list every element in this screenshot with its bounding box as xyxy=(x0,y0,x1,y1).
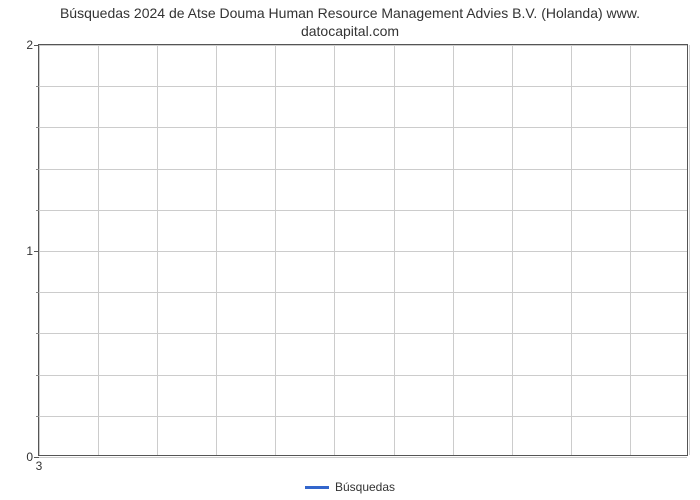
legend-label: Búsquedas xyxy=(335,480,395,494)
gridline-v xyxy=(394,45,395,455)
x-tick-label: 3 xyxy=(36,459,43,473)
legend-swatch xyxy=(305,486,329,489)
gridline-h xyxy=(39,169,687,170)
gridline-v xyxy=(275,45,276,455)
legend: Búsquedas xyxy=(0,479,700,494)
gridline-h xyxy=(39,45,687,46)
title-line-1: Búsquedas 2024 de Atse Douma Human Resou… xyxy=(60,5,640,21)
gridline-v xyxy=(98,45,99,455)
gridline-v xyxy=(216,45,217,455)
gridline-v xyxy=(689,45,690,455)
gridline-h xyxy=(39,457,687,458)
gridline-h xyxy=(39,333,687,334)
gridline-v xyxy=(630,45,631,455)
gridline-v xyxy=(39,45,40,455)
gridline-v xyxy=(157,45,158,455)
chart-container: Búsquedas 2024 de Atse Douma Human Resou… xyxy=(0,0,700,500)
chart-title: Búsquedas 2024 de Atse Douma Human Resou… xyxy=(0,4,700,40)
gridline-v xyxy=(453,45,454,455)
y-tick-label: 2 xyxy=(26,38,33,52)
gridline-h xyxy=(39,210,687,211)
y-tick-mark xyxy=(34,457,39,458)
gridline-v xyxy=(571,45,572,455)
gridline-h xyxy=(39,86,687,87)
gridline-v xyxy=(334,45,335,455)
gridline-h xyxy=(39,416,687,417)
gridline-h xyxy=(39,251,687,252)
gridline-h xyxy=(39,292,687,293)
gridline-v xyxy=(512,45,513,455)
title-line-2: datocapital.com xyxy=(301,23,399,39)
y-tick-label: 1 xyxy=(26,244,33,258)
gridline-h xyxy=(39,375,687,376)
plot-area: 0123 xyxy=(38,44,688,456)
gridline-h xyxy=(39,127,687,128)
y-tick-label: 0 xyxy=(26,450,33,464)
